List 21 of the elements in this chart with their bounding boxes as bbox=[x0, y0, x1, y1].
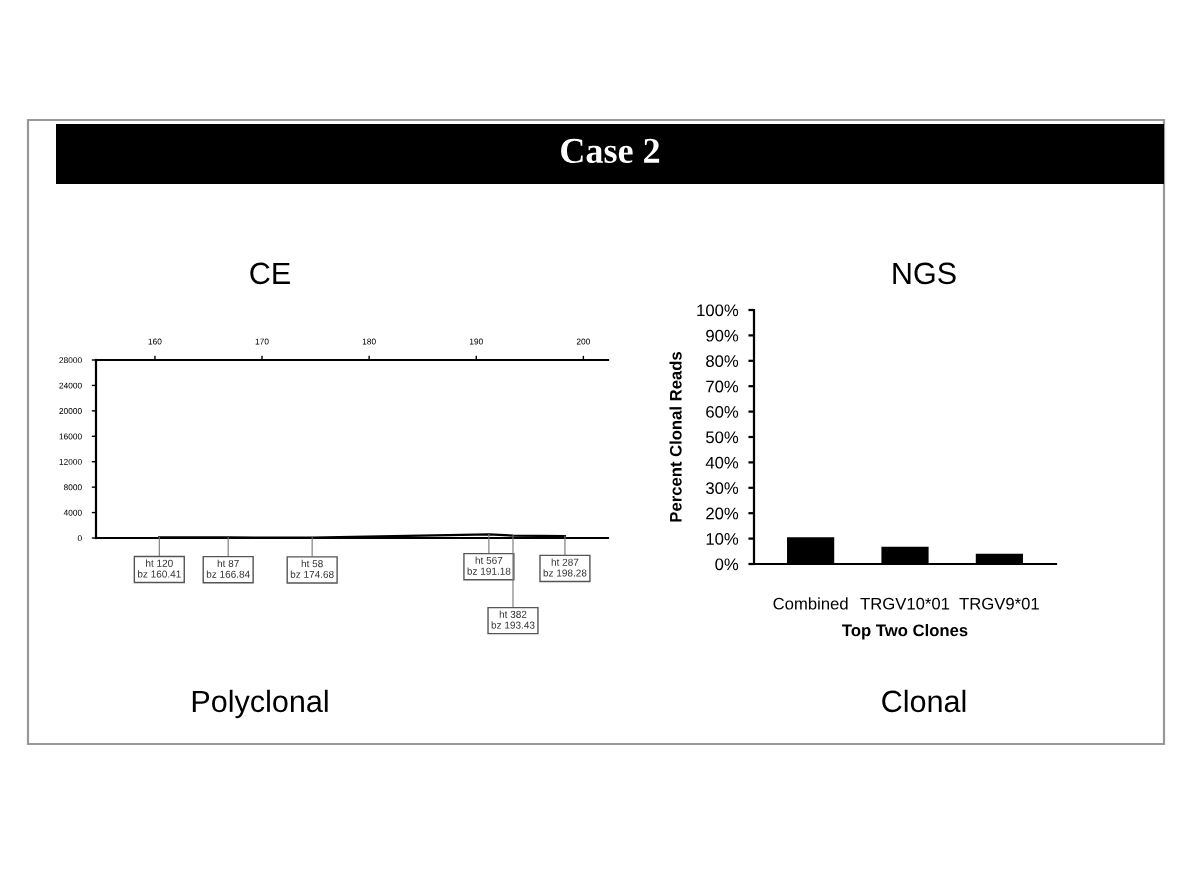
y-tick-label: 70% bbox=[706, 380, 739, 393]
y-axis-title: Percent Clonal Reads bbox=[669, 352, 682, 522]
y-tick-label: 0% bbox=[715, 558, 739, 571]
x-tick-label: TRGV9*01 bbox=[959, 597, 1039, 610]
y-tick-label: 20% bbox=[706, 507, 739, 520]
text: Clonal bbox=[882, 689, 966, 713]
x-tick-label: TRGV10*01 bbox=[860, 597, 950, 610]
y-tick-label: 90% bbox=[706, 329, 739, 342]
y-tick-label: 60% bbox=[706, 406, 739, 418]
y-tick-label: 80% bbox=[706, 355, 739, 367]
y-tick-label: 50% bbox=[706, 431, 739, 444]
y-tick-label: 40% bbox=[705, 456, 739, 469]
x-tick-label: Combined bbox=[773, 597, 848, 610]
text: Case 2 bbox=[561, 138, 660, 164]
chart-title: CE bbox=[250, 262, 290, 285]
y-tick-label: 30% bbox=[706, 482, 739, 494]
chart-title: NGS bbox=[893, 262, 956, 285]
y-tick-label: 100% bbox=[697, 304, 739, 317]
text: Polyclonal bbox=[192, 689, 328, 719]
y-tick-label: 10% bbox=[706, 533, 739, 545]
x-axis-title: Top Two Clones bbox=[842, 623, 968, 640]
